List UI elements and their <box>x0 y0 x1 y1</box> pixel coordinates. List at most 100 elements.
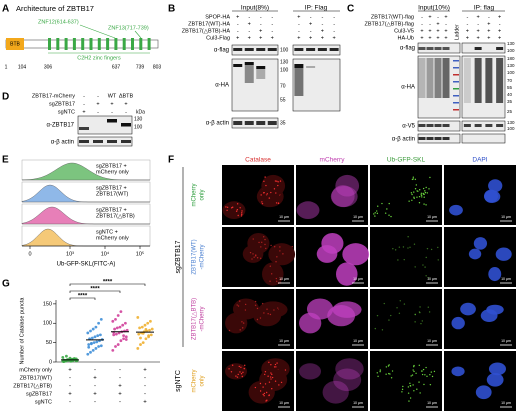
point <box>146 321 150 325</box>
point <box>136 316 140 319</box>
band <box>256 69 266 79</box>
zinc-finger <box>89 38 93 50</box>
histogram <box>21 206 150 225</box>
scale-label: 10 μm <box>427 401 437 405</box>
cell <box>296 201 320 219</box>
punctum <box>418 381 420 383</box>
punctum <box>375 210 378 212</box>
punctum <box>377 375 379 378</box>
punctum <box>421 370 423 372</box>
sign: - <box>260 21 262 27</box>
histogram-label: ZBTB17(WT) <box>96 191 129 197</box>
punctum <box>381 329 384 331</box>
sign: - <box>333 28 335 34</box>
point <box>137 332 141 336</box>
cell <box>321 232 344 254</box>
nucleus <box>488 362 507 376</box>
punctum <box>251 258 253 260</box>
x-tick-label: 10⁵ <box>136 250 144 257</box>
band <box>496 58 504 103</box>
cell <box>261 174 286 197</box>
blot <box>461 133 506 144</box>
punctum <box>437 246 439 249</box>
point <box>99 317 103 321</box>
condition-label: ZBTB17(WT) <box>20 375 53 381</box>
sign: - <box>271 28 273 34</box>
punctum <box>418 202 421 204</box>
point <box>90 342 93 346</box>
blot <box>461 120 506 132</box>
band <box>244 48 254 51</box>
punctum <box>269 280 271 282</box>
kda-label: 70 <box>280 83 286 89</box>
kda-label: 100 <box>134 124 143 130</box>
header: IP: flag <box>474 5 495 12</box>
sign: - <box>437 14 439 20</box>
panel-letter: B <box>168 4 175 15</box>
band <box>426 47 434 50</box>
sign: - <box>69 400 71 406</box>
sign: WT <box>108 93 117 99</box>
row-label: sgNTC <box>58 109 75 115</box>
punctum <box>413 390 415 392</box>
significance: **** <box>78 294 88 300</box>
point <box>121 323 125 327</box>
micrograph <box>296 351 368 411</box>
punctum <box>421 196 423 198</box>
sign: - <box>499 21 501 27</box>
punctum <box>235 375 237 377</box>
scale-label: 10 μm <box>279 339 289 343</box>
scale-label: 10 μm <box>427 215 437 219</box>
sign: + <box>143 368 147 374</box>
nucleus <box>486 373 504 387</box>
cell <box>222 201 246 219</box>
row-label: ZBTB17-mCherry <box>32 93 75 99</box>
punctum <box>424 190 426 192</box>
point <box>141 341 145 345</box>
punctum <box>260 194 262 196</box>
domain-label: BTB <box>10 41 20 47</box>
point <box>125 328 129 332</box>
band <box>474 47 482 50</box>
histogram-label: mCherry only <box>96 235 129 241</box>
group-label: sgNTC <box>175 370 182 392</box>
row-label: only <box>200 189 206 200</box>
point <box>90 336 94 340</box>
punctum <box>383 302 385 305</box>
punctum <box>430 371 433 373</box>
kda-label: 40 <box>507 92 513 97</box>
punctum <box>263 392 266 395</box>
punctum <box>426 192 429 194</box>
column-header: DAPI <box>472 157 487 164</box>
sign: - <box>111 109 113 115</box>
band <box>294 68 304 96</box>
point <box>148 328 151 332</box>
sign: + <box>93 376 97 382</box>
punctum <box>398 312 401 315</box>
punctum <box>387 365 390 367</box>
sign: + <box>236 35 239 41</box>
band <box>244 65 254 83</box>
punctum <box>414 178 417 181</box>
punctum <box>398 246 401 248</box>
band <box>329 48 339 51</box>
kda-label: 180 <box>507 56 515 61</box>
sign: + <box>498 35 501 41</box>
punctum <box>403 303 406 305</box>
micrograph <box>370 227 442 287</box>
band <box>485 124 493 127</box>
band <box>474 58 482 103</box>
punctum <box>277 181 279 183</box>
sign: - <box>237 21 239 27</box>
punctum <box>412 369 414 371</box>
cell <box>335 174 360 197</box>
condition-label: sgZBTB17 <box>26 391 52 397</box>
kda-label: 130 <box>280 59 289 65</box>
punctum <box>414 266 416 268</box>
scale-label: 10 μm <box>353 339 363 343</box>
punctum <box>397 259 399 261</box>
punctum <box>394 249 397 251</box>
punctum <box>408 200 410 202</box>
punctum <box>271 388 273 390</box>
axis-title: Ub-GFP-SKL(FITC-A) <box>57 262 116 268</box>
